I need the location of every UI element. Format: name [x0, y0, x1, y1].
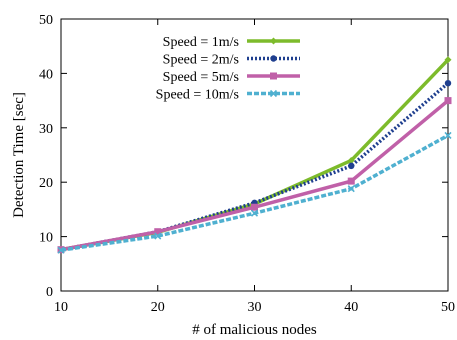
- x-tick-label: 20: [151, 300, 165, 315]
- y-axis-label: Detection Time [sec]: [11, 92, 27, 218]
- data-point: [154, 232, 162, 240]
- data-point: [251, 203, 258, 211]
- data-point: [57, 246, 65, 254]
- legend-label: Speed = 10m/s: [156, 88, 239, 103]
- y-tick-label: 20: [39, 176, 53, 191]
- legend-label: Speed = 2m/s: [163, 53, 239, 68]
- data-point: [444, 79, 452, 87]
- series-line: [60, 133, 449, 252]
- y-tick-label: 50: [39, 13, 53, 28]
- legend: Speed = 1m/s Speed = 2m/s Speed = 5m/s Spee…: [156, 35, 300, 103]
- legend-entry: Speed = 5m/s: [163, 70, 300, 85]
- legend-marker: [269, 89, 278, 98]
- x-tick-label: 30: [248, 300, 262, 315]
- series-line: [60, 99, 450, 252]
- legend-entry: Speed = 2m/s: [163, 53, 300, 68]
- legend-marker: [270, 37, 277, 45]
- y-tick-label: 40: [39, 67, 53, 82]
- plot-area-border: [60, 18, 449, 292]
- data-point: [347, 156, 355, 164]
- y-tick-label: 0: [46, 285, 53, 300]
- data-point: [347, 185, 355, 193]
- x-tick-label: 40: [344, 300, 358, 315]
- legend-marker: [270, 72, 277, 80]
- series-3: [57, 97, 452, 254]
- y-tick-label: 30: [39, 122, 53, 137]
- series-line: [60, 58, 450, 252]
- series-1: [57, 56, 452, 254]
- y-tick-label: 10: [39, 231, 53, 246]
- data-point: [250, 209, 259, 217]
- data-point: [444, 131, 452, 139]
- x-tick-label: 10: [54, 300, 68, 315]
- legend-marker: [270, 55, 277, 62]
- legend-entry: Speed = 1m/s: [163, 35, 300, 50]
- series-layer: [57, 56, 452, 254]
- data-point: [444, 97, 452, 105]
- data-point: [444, 56, 452, 64]
- plot-frame: [60, 18, 449, 292]
- x-axis-label: # of malicious nodes: [192, 322, 317, 338]
- data-point: [154, 228, 162, 236]
- data-point: [347, 177, 355, 185]
- legend-entry: Speed = 10m/s: [156, 88, 300, 103]
- legend-label: Speed = 5m/s: [163, 70, 239, 85]
- data-point: [348, 162, 355, 170]
- x-tick-label: 50: [441, 300, 455, 315]
- series-4: [57, 131, 452, 254]
- legend-label: Speed = 1m/s: [163, 35, 239, 50]
- series-line: [60, 81, 450, 252]
